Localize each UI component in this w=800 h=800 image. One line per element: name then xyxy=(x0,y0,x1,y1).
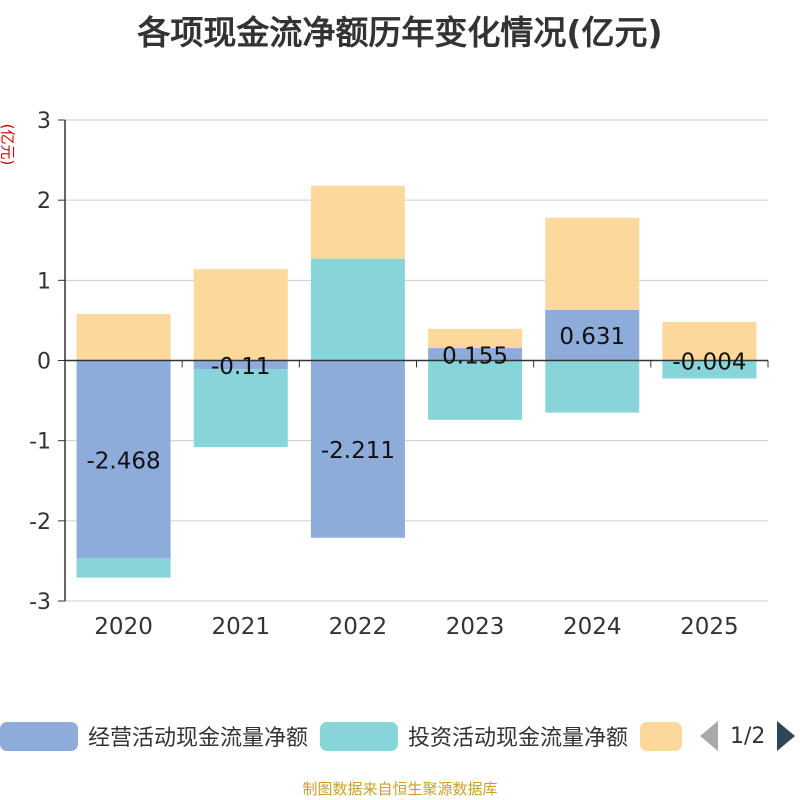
data-labels: -2.468 -0.11 -2.211 0.155 0.631 -0.004 xyxy=(87,324,747,474)
bar-series-2 xyxy=(662,322,757,361)
bar-series-1 xyxy=(662,360,757,379)
x-tick-label: 2023 xyxy=(446,614,505,640)
chart-title: 各项现金流净额历年变化情况(亿元) xyxy=(137,13,663,52)
data-label: -2.468 xyxy=(87,448,161,474)
axes: 3 2 1 0 -1 -2 -3 2020 2021 2022 2023 2024 2025 xyxy=(29,109,769,640)
grid-lines xyxy=(65,119,768,602)
bar-series-1 xyxy=(76,558,171,578)
bars xyxy=(76,185,757,578)
bar-series-1 xyxy=(193,369,288,448)
bar-series-0 xyxy=(193,360,288,370)
bar-series-0 xyxy=(76,360,171,559)
y-tick-label: 0 xyxy=(37,350,51,375)
bar-series-2 xyxy=(193,269,288,361)
bar-series-1 xyxy=(545,360,640,413)
legend-pager: 1/2 xyxy=(700,716,796,756)
bar-series-2 xyxy=(76,314,171,361)
legend: 经营活动现金流量净额 投资活动现金流量净额 1/2 xyxy=(0,716,800,756)
legend-page-indicator: 1/2 xyxy=(730,723,766,749)
y-tick-label: 2 xyxy=(37,189,51,214)
source-note: 制图数据来自恒生聚源数据库 xyxy=(302,780,498,798)
bar-series-2 xyxy=(545,217,640,310)
data-label: -2.211 xyxy=(321,438,395,464)
legend-item-operating[interactable]: 经营活动现金流量净额 xyxy=(0,716,308,756)
legend-label-investing: 投资活动现金流量净额 xyxy=(408,726,629,751)
y-tick-label: -1 xyxy=(29,430,51,455)
data-label: 0.155 xyxy=(442,343,508,369)
legend-swatch-operating xyxy=(0,721,78,751)
legend-prev-icon[interactable] xyxy=(700,721,718,751)
y-tick-label: -2 xyxy=(29,510,51,535)
x-tick-label: 2024 xyxy=(563,614,622,640)
bar-series-2 xyxy=(428,328,523,349)
y-tick-label: 3 xyxy=(37,109,51,134)
bar-series-2 xyxy=(310,185,405,259)
legend-swatch-investing xyxy=(320,721,398,751)
bar-series-0 xyxy=(428,348,523,361)
bar-series-0 xyxy=(310,360,405,538)
y-tick-label: -3 xyxy=(29,590,51,615)
x-tick-label: 2021 xyxy=(211,614,270,640)
legend-next-icon[interactable] xyxy=(777,721,796,751)
legend-label-operating: 经营活动现金流量净额 xyxy=(88,726,309,751)
bar-series-0 xyxy=(545,309,640,361)
x-tick-label: 2025 xyxy=(680,614,739,640)
legend-item-investing[interactable]: 投资活动现金流量净额 xyxy=(320,716,628,756)
data-label: -0.11 xyxy=(211,354,271,380)
y-tick-label: 1 xyxy=(37,269,51,294)
legend-swatch-financing xyxy=(640,721,682,751)
x-tick-label: 2020 xyxy=(94,614,153,640)
legend-item-financing[interactable] xyxy=(640,716,682,756)
x-tick-label: 2022 xyxy=(329,614,388,640)
bar-series-1 xyxy=(310,258,405,361)
chart-plot: 3 2 1 0 -1 -2 -3 2020 2021 2022 2023 2024 2025 -2.46… xyxy=(29,109,769,640)
data-label: 0.631 xyxy=(559,324,625,350)
data-label: -0.004 xyxy=(672,350,746,376)
bar-series-1 xyxy=(428,360,523,420)
